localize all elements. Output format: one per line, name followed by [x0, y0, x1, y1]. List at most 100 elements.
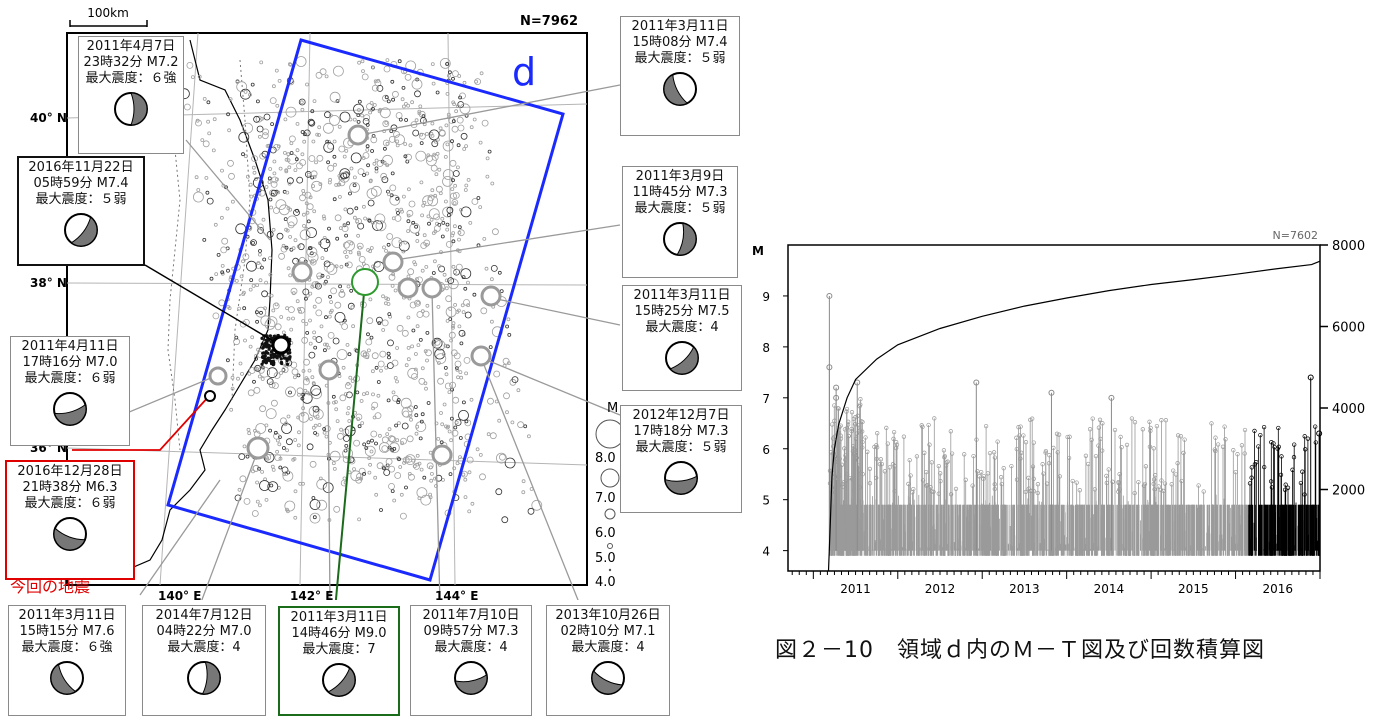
event-time: 17時18分 M7.3 — [633, 424, 729, 439]
focal-mechanism-icon — [50, 661, 84, 695]
notable-event-marker — [973, 379, 980, 386]
right-tick-label: 4000 — [1332, 402, 1365, 417]
event-intensity: 最大震度：7 — [302, 642, 376, 657]
event-time: 04時22分 M7.0 — [156, 624, 252, 639]
major-event-circles — [208, 124, 502, 466]
lat-label-38: 38° N — [30, 276, 67, 290]
left-tick-label: 5 — [762, 494, 770, 508]
connector-line-green — [334, 281, 366, 600]
event-date: 2011年3月11日 — [631, 19, 729, 34]
lon-label-144: 144° E — [435, 589, 478, 600]
notable-event-marker — [826, 364, 833, 371]
legend-m8: 8.0 — [595, 451, 616, 466]
event-time: 14時46分 M9.0 — [291, 626, 387, 641]
lat-label-40: 40° N — [30, 111, 67, 125]
event-box: 2011年7月10日 09時57分 M7.3 最大震度：4 — [410, 605, 532, 716]
event-circle-2016-12-28 — [204, 390, 216, 402]
event-date: 2016年12月28日 — [17, 464, 123, 479]
year-label: 2011 — [840, 582, 871, 596]
focal-mechanism-icon — [664, 461, 698, 495]
figure-caption: 図２－10 領域ｄ内のＭ－Ｔ図及び回数積算図 — [775, 638, 1265, 663]
event-time: 15時15分 M7.6 — [19, 624, 115, 639]
legend-m6: 6.0 — [595, 526, 616, 541]
event-date: 2011年3月11日 — [18, 608, 116, 623]
event-box: 2016年11月22日 05時59分 M7.4 最大震度：５弱 — [17, 156, 145, 266]
event-time: 05時59分 M7.4 — [33, 176, 129, 191]
event-time: 17時16分 M7.0 — [22, 355, 118, 370]
legend-title: M — [607, 401, 618, 416]
focal-mechanism-icon — [663, 222, 697, 256]
scale-label: 100km — [87, 6, 129, 20]
event-box: 2012年12月7日 17時18分 M7.3 最大震度：５弱 — [620, 405, 742, 513]
focal-mechanism-icon — [114, 92, 148, 126]
event-intensity: 最大震度：4 — [167, 640, 241, 655]
event-intensity: 最大震度：６弱 — [24, 371, 116, 386]
event-time: 11時45分 M7.3 — [632, 185, 728, 200]
event-time: 02時10分 M7.1 — [560, 624, 656, 639]
event-date: 2011年3月11日 — [290, 610, 388, 625]
focal-mechanism-icon — [454, 661, 488, 695]
event-box: 2011年3月9日 11時45分 M7.3 最大震度：５弱 — [622, 166, 738, 278]
event-box: 2016年12月28日 21時38分 M6.3 最大震度：６弱 — [5, 460, 135, 580]
event-date: 2011年4月7日 — [86, 39, 176, 54]
event-date: 2013年10月26日 — [555, 608, 661, 623]
event-date: 2012年12月7日 — [632, 408, 730, 423]
right-tick-label: 6000 — [1332, 321, 1365, 336]
year-label: 2016 — [1263, 582, 1294, 596]
focal-mechanism-icon — [322, 663, 356, 697]
focal-mechanism-icon — [53, 517, 87, 551]
current-quake-label: 今回の地震 — [10, 577, 90, 596]
event-circle-2016-11-22 — [271, 335, 291, 355]
chart-count-label: N=7602 — [1273, 229, 1318, 242]
event-intensity: 最大震度：５弱 — [35, 192, 127, 207]
notable-event-marker — [833, 384, 840, 391]
event-intensity: 最大震度：６弱 — [24, 496, 116, 511]
event-time: 15時25分 M7.5 — [634, 304, 730, 319]
lon-label-142: 142° E — [290, 589, 333, 600]
magnitude-stems — [827, 397, 1321, 556]
focal-mechanism-icon — [64, 213, 98, 247]
event-date: 2011年3月11日 — [633, 288, 731, 303]
event-box: 2011年3月11日 15時08分 M7.4 最大震度：５弱 — [620, 16, 740, 136]
event-date: 2011年3月9日 — [635, 169, 725, 184]
notable-event-marker — [1307, 374, 1314, 381]
year-label: 2015 — [1178, 582, 1209, 596]
event-date: 2016年11月22日 — [28, 160, 134, 175]
focal-mechanism-icon — [663, 72, 697, 106]
event-date: 2014年7月12日 — [155, 608, 253, 623]
connector-line-red — [72, 394, 211, 451]
notable-event-marker — [1108, 394, 1115, 401]
notable-event-marker — [826, 292, 833, 299]
notable-event-marker — [833, 394, 840, 401]
year-label: 2014 — [1094, 582, 1125, 596]
focal-mechanism-icon — [591, 661, 625, 695]
event-time: 23時32分 M7.2 — [83, 55, 179, 70]
left-tick-label: 9 — [762, 290, 770, 304]
region-d-label: d — [512, 50, 536, 94]
event-intensity: 最大震度：4 — [571, 640, 645, 655]
left-axis-label: M — [752, 244, 764, 258]
notable-event-marker — [1316, 430, 1323, 437]
event-time: 15時08分 M7.4 — [632, 35, 728, 50]
event-box: 2011年3月11日 14時46分 M9.0 最大震度：7 — [278, 606, 400, 716]
event-time: 09時57分 M7.3 — [423, 624, 519, 639]
coastline — [67, 39, 273, 579]
right-tick-label: 2000 — [1332, 484, 1365, 499]
magnitude-legend: M 8.0 7.0 6.0 5.0 4.0 — [595, 401, 625, 590]
lon-label-140: 140° E — [158, 589, 201, 600]
focal-mechanism-icon — [665, 341, 699, 375]
mt-chart: 4 5 6 7 8 9 M 2000 4000 6000 8000 2011 2012 2013 2014 2… — [752, 229, 1365, 596]
mainshock-circle — [351, 268, 379, 296]
event-intensity: 最大震度：4 — [434, 640, 508, 655]
left-tick-label: 8 — [762, 341, 770, 355]
legend-m4: 4.0 — [595, 575, 616, 590]
event-intensity: 最大震度：６強 — [21, 640, 113, 655]
focal-mechanism-icon — [187, 661, 221, 695]
legend-m7: 7.0 — [595, 491, 616, 506]
region-d-polygon — [166, 38, 565, 582]
event-date: 2011年7月10日 — [422, 608, 520, 623]
event-intensity: 最大震度：５弱 — [634, 51, 726, 66]
map-count-label: N=7962 — [520, 14, 578, 29]
legend-m5: 5.0 — [595, 551, 616, 566]
left-tick-label: 6 — [762, 443, 770, 457]
